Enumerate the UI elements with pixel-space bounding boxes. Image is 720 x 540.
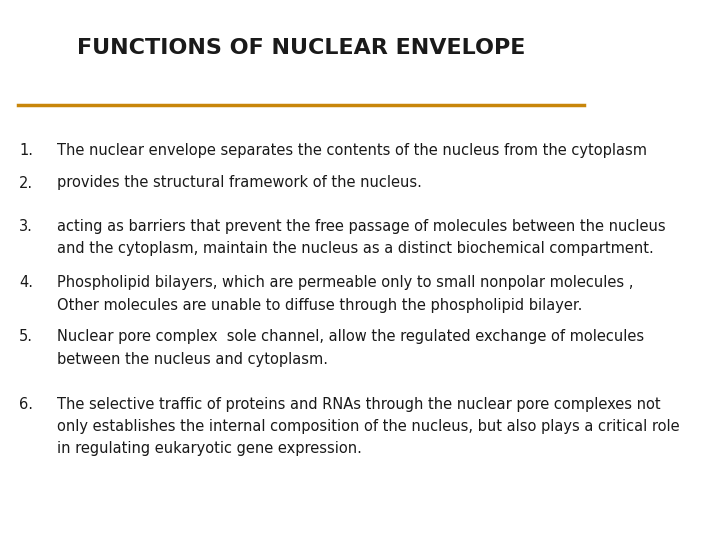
Text: 6.: 6.	[19, 397, 33, 412]
Text: 4.: 4.	[19, 275, 33, 291]
Text: The nuclear envelope separates the contents of the nucleus from the cytoplasm: The nuclear envelope separates the conte…	[57, 143, 647, 158]
Text: 5.: 5.	[19, 329, 33, 345]
Text: FUNCTIONS OF NUCLEAR ENVELOPE: FUNCTIONS OF NUCLEAR ENVELOPE	[77, 38, 526, 58]
Text: 1.: 1.	[19, 143, 33, 158]
Text: The selective traffic of proteins and RNAs through the nuclear pore complexes no: The selective traffic of proteins and RN…	[57, 397, 680, 456]
Text: Phospholipid bilayers, which are permeable only to small nonpolar molecules ,
Ot: Phospholipid bilayers, which are permeab…	[57, 275, 634, 313]
Text: provides the structural framework of the nucleus.: provides the structural framework of the…	[57, 176, 422, 191]
Text: Nuclear pore complex  sole channel, allow the regulated exchange of molecules
be: Nuclear pore complex sole channel, allow…	[57, 329, 644, 367]
Text: 3.: 3.	[19, 219, 33, 234]
Text: acting as barriers that prevent the free passage of molecules between the nucleu: acting as barriers that prevent the free…	[57, 219, 666, 256]
Text: 2.: 2.	[19, 176, 33, 191]
